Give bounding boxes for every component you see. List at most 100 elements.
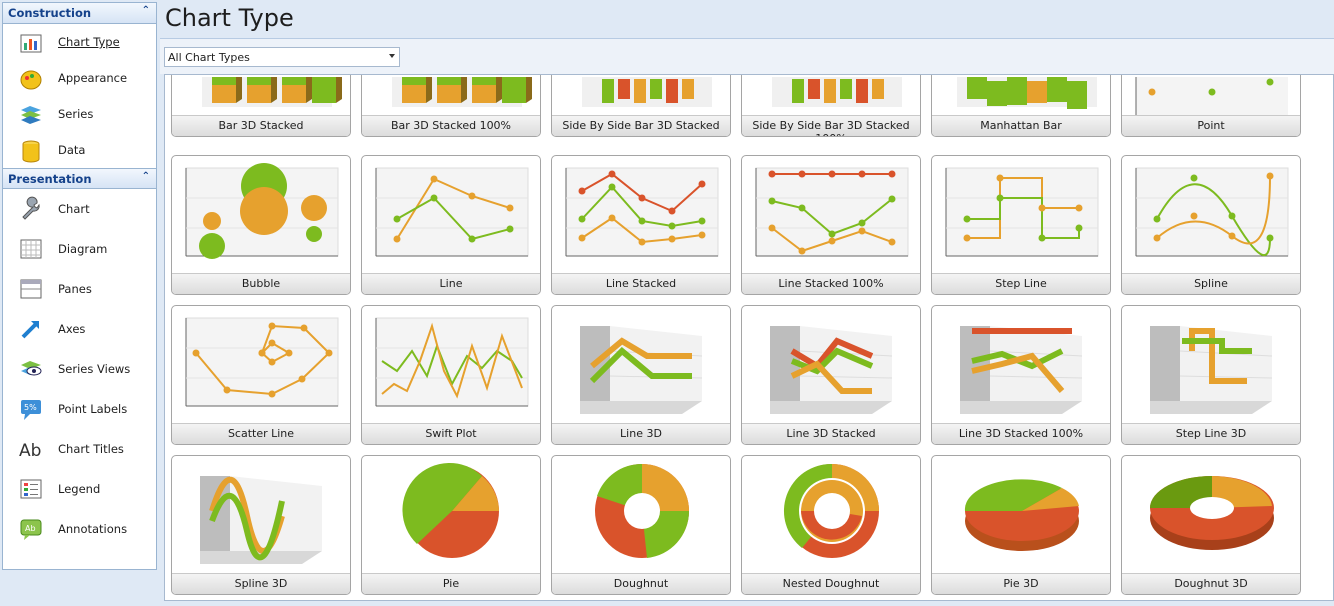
collapse-icon[interactable]: ⌃ [141,171,150,182]
chart-type-label: Step Line 3D [1122,423,1300,444]
sidebar-item-label: Series Views [58,362,131,376]
chart-type-label: Pie [362,573,540,594]
chart-type-label: Line 3D Stacked 100% [932,423,1110,444]
chart-type-label: Doughnut 3D [1122,573,1300,594]
chart-type-spline[interactable]: Spline [1121,155,1301,295]
sidebar-item-annotations[interactable]: Ab Annotations [3,509,156,549]
chevron-down-icon[interactable] [389,54,395,58]
chart-type-label: Manhattan Bar [932,115,1110,136]
chart-type-bubble[interactable]: Bubble [171,155,351,295]
chart-type-manhattan-bar[interactable]: Manhattan Bar [931,75,1111,137]
sidebar-item-label: Diagram [58,242,108,256]
chart-type-thumbnail [375,317,529,407]
construction-group-header[interactable]: Construction ⌃ [3,3,156,24]
chart-type-scatter-line[interactable]: Scatter Line [171,305,351,445]
chart-type-line-3d-stacked[interactable]: Line 3D Stacked [741,305,921,445]
annotations-icon: Ab [18,516,44,542]
sidebar-item-point-labels[interactable]: 5% Point Labels [3,389,156,429]
chart-type-label: Scatter Line [172,423,350,444]
series-icon [18,102,44,128]
chart-type-thumbnail [960,326,1083,414]
sidebar-item-chart[interactable]: Chart [3,189,156,229]
presentation-group-header[interactable]: Presentation ⌃ [3,168,156,189]
chart-type-doughnut[interactable]: Doughnut [551,455,731,595]
chart-type-label: Step Line [932,273,1110,294]
navigation-panel: Construction ⌃ Chart Type Appearance Series… [2,2,157,570]
chart-type-thumbnail [565,167,719,257]
chart-type-label: Nested Doughnut [742,573,920,594]
chart-type-pie-3d[interactable]: Pie 3D [931,455,1111,595]
sidebar-item-label: Chart Type [58,35,120,49]
sidebar-item-label: Appearance [58,71,128,85]
chart-type-label: Line [362,273,540,294]
chart-type-thumbnail [580,326,703,414]
sidebar-item-diagram[interactable]: Diagram [3,229,156,269]
chart-type-doughnut-3d[interactable]: Doughnut 3D [1121,455,1301,595]
chart-type-label: Swift Plot [362,423,540,444]
sidebar-item-data[interactable]: Data [3,132,156,168]
chart-type-bar-3d-stacked[interactable]: Bar 3D Stacked [171,75,351,137]
chart-type-label: Bar 3D Stacked 100% [362,115,540,136]
chart-type-thumbnail [957,77,1097,109]
chart-type-thumbnail [945,167,1099,257]
presentation-group-title: Presentation [8,172,92,186]
page-title: Chart Type [165,4,294,32]
chart-type-line-stacked-100-[interactable]: Line Stacked 100% [741,155,921,295]
chart-type-label: Side By Side Bar 3D Stacked [552,115,730,136]
sidebar-item-label: Panes [58,282,92,296]
construction-group-title: Construction [8,6,92,20]
chart-type-thumbnail [402,462,499,558]
sidebar-item-label: Legend [58,482,101,496]
chart-type-icon [18,30,44,56]
chart-type-thumbnail [770,326,893,414]
chart-type-label: Spline 3D [172,573,350,594]
chart-type-label: Line 3D Stacked [742,423,920,444]
chart-type-thumbnail [392,77,532,107]
chart-type-label: Line 3D [552,423,730,444]
chart-type-thumbnail [783,463,879,558]
sidebar-item-label: Annotations [58,522,128,536]
wrench-icon [18,196,44,222]
chart-type-line-3d-stacked-100-[interactable]: Line 3D Stacked 100% [931,305,1111,445]
sidebar-item-appearance[interactable]: Appearance [3,60,156,96]
chart-type-point[interactable]: Point [1121,75,1301,137]
chart-type-label: Spline [1122,273,1300,294]
chart-type-thumbnail [200,476,322,564]
chart-type-thumbnail [582,77,712,107]
chart-type-nested-doughnut[interactable]: Nested Doughnut [741,455,921,595]
chart-type-label: Point [1122,115,1300,136]
sidebar-item-label: Axes [58,322,86,336]
chart-type-spline-3d[interactable]: Spline 3D [171,455,351,595]
sidebar-item-label: Chart [58,202,90,216]
chart-type-step-line[interactable]: Step Line [931,155,1111,295]
chart-type-side-by-side-bar-3d-stacked[interactable]: Side By Side Bar 3D Stacked [551,75,731,137]
appearance-icon [18,66,44,92]
sidebar-item-legend[interactable]: Legend [3,469,156,509]
chart-type-label: Bubble [172,273,350,294]
chart-titles-icon: Ab [18,436,44,462]
sidebar-item-series-views[interactable]: Series Views [3,349,156,389]
chart-type-side-by-side-bar-3d-stacked-100-[interactable]: Side By Side Bar 3D Stacked 100% [741,75,921,137]
chart-type-bar-3d-stacked-100-[interactable]: Bar 3D Stacked 100% [361,75,541,137]
chart-type-thumbnail [1135,167,1289,257]
chart-type-swift-plot[interactable]: Swift Plot [361,305,541,445]
chart-type-filter-select[interactable]: All Chart Types [164,47,400,67]
axes-icon [18,316,44,342]
sidebar-item-chart-type[interactable]: Chart Type [3,24,156,60]
chart-type-line-3d[interactable]: Line 3D [551,305,731,445]
chart-type-line[interactable]: Line [361,155,541,295]
chart-type-step-line-3d[interactable]: Step Line 3D [1121,305,1301,445]
chart-type-line-stacked[interactable]: Line Stacked [551,155,731,295]
chart-type-thumbnail [595,463,690,558]
chart-type-thumbnail [772,77,902,107]
sidebar-item-chart-titles[interactable]: Ab Chart Titles [3,429,156,469]
chart-type-pie[interactable]: Pie [361,455,541,595]
sidebar-item-axes[interactable]: Axes [3,309,156,349]
chart-type-label: Bar 3D Stacked [172,115,350,136]
sidebar-item-series[interactable]: Series [3,96,156,132]
chart-type-thumbnail [1135,77,1288,117]
collapse-icon[interactable]: ⌃ [141,5,150,16]
chart-type-label: Line Stacked [552,273,730,294]
sidebar-item-label: Series [58,107,94,121]
sidebar-item-panes[interactable]: Panes [3,269,156,309]
